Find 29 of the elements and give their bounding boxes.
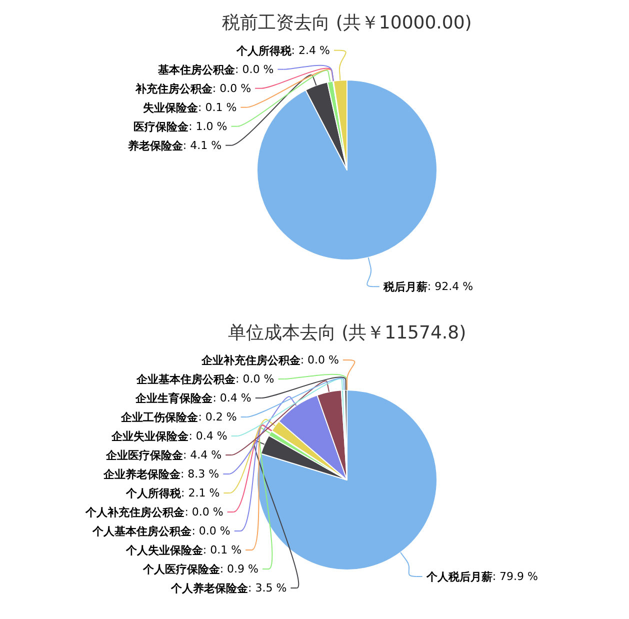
slice-label: 企业失业保险金	[110, 430, 190, 442]
text: : 0.0 %	[235, 62, 274, 76]
slice-label: 个人失业保险金	[124, 544, 204, 556]
text: : 0.0 %	[300, 354, 339, 366]
chart-title: 税前工资去向 (共￥10000.00)	[222, 12, 472, 34]
slice-label: 企业生育保险金	[134, 392, 214, 404]
legend-label: 个人税后月薪	[425, 570, 492, 584]
slice-label: 个人养老保险金	[170, 582, 250, 594]
text: : 0.0 %	[184, 506, 224, 518]
category-label: 个人补充住房公积金	[86, 506, 185, 518]
text: : 0.0 %	[236, 372, 274, 386]
slice-label: 企业养老保险金	[102, 468, 182, 480]
legend-label: 税后月薪	[382, 280, 428, 294]
text: : 0.0 %	[212, 82, 252, 95]
category-label: 个人基本住房公积金	[92, 524, 192, 538]
category-label: 企业基本住房公积金	[136, 372, 236, 386]
text: : 0.0 %	[192, 524, 230, 538]
slice-label: 个人医疗保险金	[142, 562, 221, 576]
slice-label: 个人所得税	[235, 44, 292, 57]
category-label: 补充住房公积金	[135, 82, 212, 95]
slice-label: 企业工伤保险金	[120, 410, 200, 424]
slice-label: 企业医疗保险金	[104, 448, 184, 462]
category-label: 企业补充住房公积金	[201, 354, 300, 366]
category-label: 基本住房公积金	[158, 62, 236, 76]
slice-label: 医疗保险金	[134, 120, 190, 133]
slice-label: 个人所得税	[125, 486, 182, 500]
slice-label: 失业保险金	[143, 100, 199, 114]
slice-label: 养老保险金	[126, 138, 184, 152]
chart-title: 单位成本去向 (共￥11574.8)	[228, 322, 466, 344]
